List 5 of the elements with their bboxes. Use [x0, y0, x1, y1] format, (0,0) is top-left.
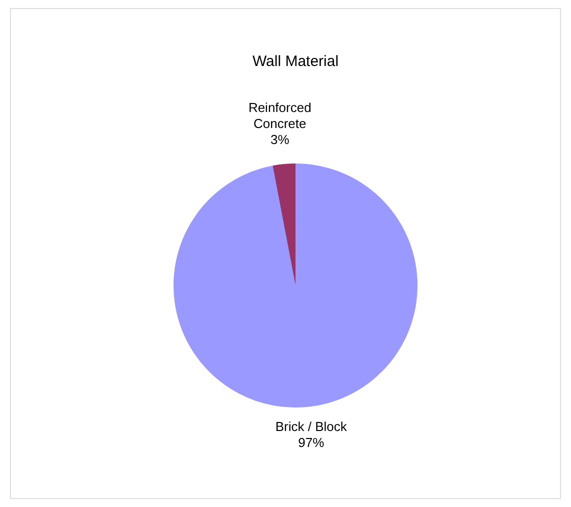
chart-title: Wall Material — [252, 53, 339, 70]
slice-label: Reinforced Concrete — [248, 100, 312, 132]
data-label: 3% — [270, 132, 290, 148]
data-label: 97% — [298, 434, 325, 450]
slice-label: Brick / Block — [275, 418, 348, 434]
